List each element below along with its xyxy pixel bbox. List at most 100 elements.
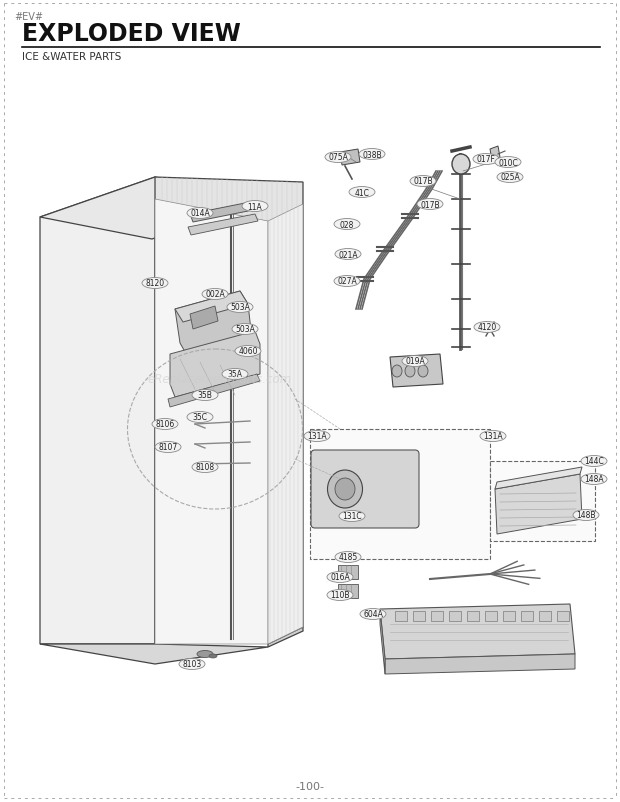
Ellipse shape <box>155 442 181 453</box>
Ellipse shape <box>197 650 213 658</box>
Ellipse shape <box>573 510 599 520</box>
Ellipse shape <box>359 149 385 160</box>
Bar <box>467 611 479 622</box>
Text: eReplacementParts.com: eReplacementParts.com <box>148 373 292 386</box>
Ellipse shape <box>222 369 248 380</box>
Ellipse shape <box>187 412 213 423</box>
Text: 8103: 8103 <box>182 660 202 669</box>
Text: 604A: 604A <box>363 610 383 618</box>
Text: 131A: 131A <box>307 432 327 441</box>
Text: 014A: 014A <box>190 209 210 218</box>
Ellipse shape <box>497 172 523 184</box>
Ellipse shape <box>335 249 361 260</box>
Polygon shape <box>268 627 303 647</box>
Ellipse shape <box>304 431 330 442</box>
Text: 8120: 8120 <box>146 279 164 288</box>
Ellipse shape <box>452 155 470 175</box>
Text: 017B: 017B <box>420 200 440 209</box>
Polygon shape <box>190 306 218 330</box>
Polygon shape <box>385 654 575 674</box>
Text: 002A: 002A <box>205 290 225 299</box>
Polygon shape <box>268 205 303 644</box>
Text: 016A: 016A <box>330 573 350 581</box>
Polygon shape <box>155 178 303 644</box>
Text: ICE &WATER PARTS: ICE &WATER PARTS <box>22 52 122 62</box>
Ellipse shape <box>327 589 353 601</box>
Bar <box>395 611 407 622</box>
Text: 503A: 503A <box>235 325 255 334</box>
Bar <box>338 565 358 579</box>
Ellipse shape <box>235 346 261 357</box>
Ellipse shape <box>192 390 218 401</box>
Bar <box>557 611 569 622</box>
Text: 025A: 025A <box>500 173 520 182</box>
Text: 4185: 4185 <box>339 553 358 561</box>
Polygon shape <box>490 147 500 162</box>
Bar <box>338 585 358 598</box>
Ellipse shape <box>495 157 521 168</box>
Text: 35A: 35A <box>228 370 242 379</box>
Ellipse shape <box>202 290 228 300</box>
Bar <box>431 611 443 622</box>
Text: 8106: 8106 <box>156 420 175 429</box>
Polygon shape <box>188 215 258 236</box>
Text: 021A: 021A <box>338 250 358 259</box>
Polygon shape <box>340 150 360 166</box>
Bar <box>539 611 551 622</box>
Text: 4060: 4060 <box>238 347 258 356</box>
Bar <box>521 611 533 622</box>
Ellipse shape <box>349 187 375 198</box>
Text: 41C: 41C <box>355 188 370 197</box>
Ellipse shape <box>405 366 415 378</box>
Text: 110B: 110B <box>330 591 350 600</box>
Text: #EV#: #EV# <box>14 12 43 22</box>
Text: 038B: 038B <box>362 150 382 160</box>
Ellipse shape <box>325 152 351 164</box>
Polygon shape <box>380 610 385 674</box>
Ellipse shape <box>227 302 253 313</box>
Bar <box>485 611 497 622</box>
Ellipse shape <box>327 572 353 583</box>
Ellipse shape <box>360 609 386 620</box>
Text: 4120: 4120 <box>477 323 497 332</box>
Text: 028: 028 <box>340 221 354 229</box>
Ellipse shape <box>474 322 500 333</box>
FancyBboxPatch shape <box>311 451 419 529</box>
Ellipse shape <box>581 474 607 485</box>
Polygon shape <box>175 292 248 322</box>
Polygon shape <box>390 354 443 387</box>
Text: 148A: 148A <box>584 475 604 484</box>
Ellipse shape <box>209 654 217 658</box>
Ellipse shape <box>410 176 436 187</box>
Polygon shape <box>495 475 582 534</box>
Text: 35B: 35B <box>198 391 213 400</box>
Polygon shape <box>495 468 582 489</box>
Text: 010C: 010C <box>498 158 518 168</box>
Text: 017F: 017F <box>477 156 495 164</box>
Polygon shape <box>190 202 258 223</box>
Polygon shape <box>170 331 260 398</box>
Polygon shape <box>155 200 268 644</box>
Polygon shape <box>40 644 268 664</box>
Bar <box>490 461 595 541</box>
Ellipse shape <box>402 356 428 367</box>
Text: 8108: 8108 <box>195 463 215 472</box>
Text: 11A: 11A <box>247 202 262 211</box>
Polygon shape <box>40 178 155 644</box>
Ellipse shape <box>242 201 268 213</box>
Text: 144C: 144C <box>584 457 604 466</box>
Text: 131A: 131A <box>483 432 503 441</box>
Ellipse shape <box>581 456 607 467</box>
Text: 017B: 017B <box>413 177 433 186</box>
Text: EXPLODED VIEW: EXPLODED VIEW <box>22 22 241 46</box>
Ellipse shape <box>142 278 168 290</box>
Polygon shape <box>175 292 252 358</box>
Ellipse shape <box>187 209 213 219</box>
Bar <box>310 429 490 559</box>
Polygon shape <box>380 604 575 659</box>
Ellipse shape <box>335 552 361 563</box>
Ellipse shape <box>335 479 355 500</box>
Ellipse shape <box>179 658 205 670</box>
Ellipse shape <box>392 366 402 378</box>
Ellipse shape <box>192 462 218 473</box>
